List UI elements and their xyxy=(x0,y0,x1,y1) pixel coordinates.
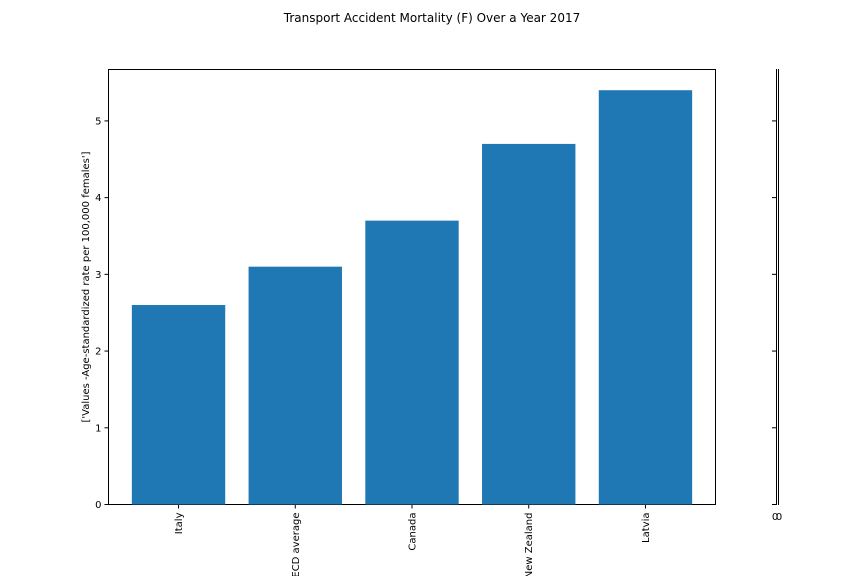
y-axis: 0 1 2 3 4 5 xyxy=(95,116,109,511)
y-tick-label: 3 xyxy=(95,270,101,281)
bar-new-zealand xyxy=(482,143,576,505)
chart-title: Transport Accident Mortality (F) Over a … xyxy=(283,11,580,25)
x-tick-label: Latvia xyxy=(641,513,652,543)
y-tick-label: 4 xyxy=(95,193,101,204)
bar-italy xyxy=(131,305,226,505)
bar-oecd-average xyxy=(248,266,342,505)
y-tick-label: 1 xyxy=(95,423,101,434)
side-axis-tick-label-0: 0 xyxy=(772,512,778,523)
y-axis-label: ['Values -Age-standardized rate per 100,… xyxy=(81,151,92,422)
x-tick-label: Italy xyxy=(174,512,185,534)
side-axis: 0 0 xyxy=(772,69,782,523)
y-tick-label: 2 xyxy=(95,347,101,358)
side-axis-tick-label-1: 0 xyxy=(776,512,782,523)
bar-canada xyxy=(365,220,459,505)
x-tick-label: OECD average xyxy=(291,513,302,576)
bar-latvia xyxy=(598,90,693,505)
x-tick-label: New Zealand xyxy=(524,513,535,576)
y-tick-label: 5 xyxy=(95,116,101,127)
y-tick-label: 0 xyxy=(95,500,101,511)
bars-group xyxy=(131,90,693,505)
x-axis: Italy OECD average Canada New Zealand Latvia xyxy=(174,504,652,576)
x-tick-label: Canada xyxy=(408,513,419,551)
